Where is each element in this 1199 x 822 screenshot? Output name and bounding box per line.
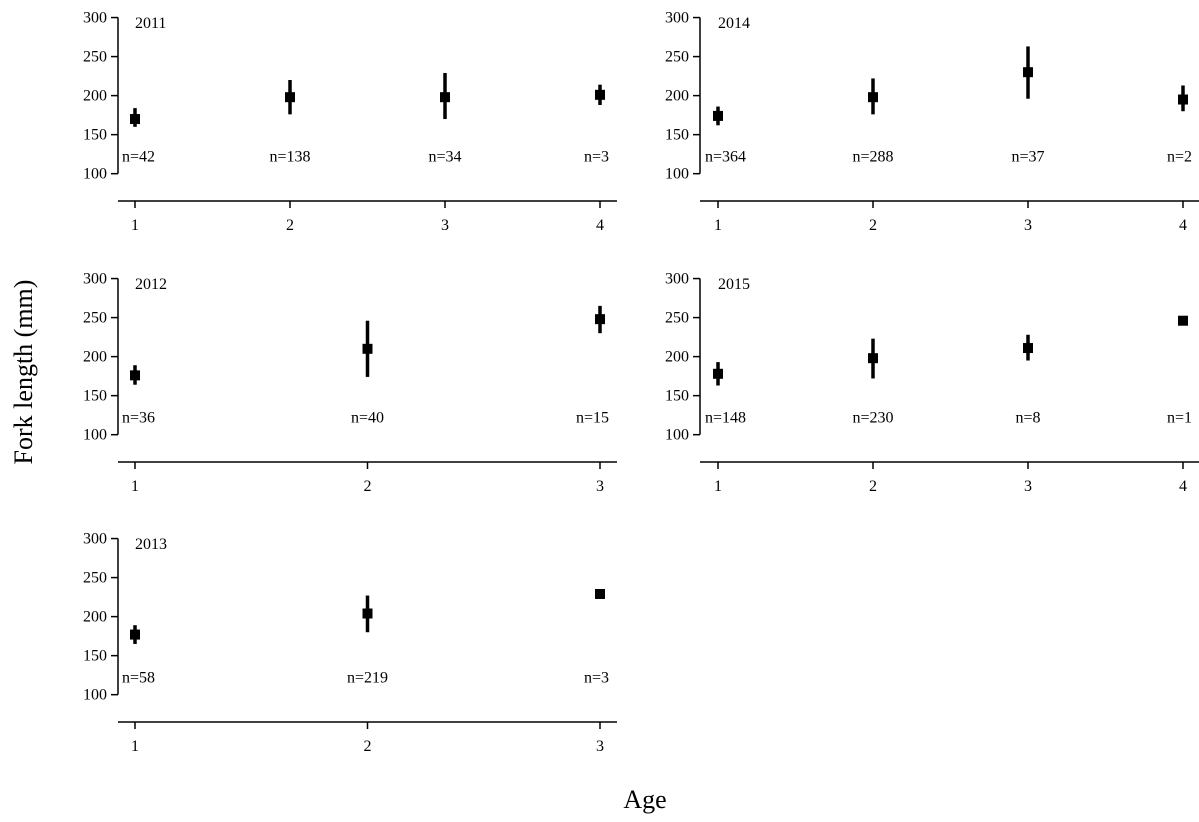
x-tick-label: 2 bbox=[364, 738, 372, 755]
n-label: n=3 bbox=[584, 670, 609, 687]
y-tick-label: 250 bbox=[83, 570, 107, 587]
data-point bbox=[285, 92, 295, 103]
y-tick-label: 300 bbox=[665, 271, 689, 288]
n-label: n=288 bbox=[852, 149, 893, 166]
y-tick-label: 300 bbox=[83, 271, 107, 288]
n-label: n=36 bbox=[122, 410, 155, 427]
n-label: n=40 bbox=[351, 410, 384, 427]
data-point bbox=[713, 368, 723, 379]
x-tick-label: 2 bbox=[286, 217, 294, 234]
x-tick-label: 1 bbox=[714, 478, 722, 495]
y-tick-label: 200 bbox=[83, 609, 107, 626]
x-tick-label: 1 bbox=[131, 478, 139, 495]
data-point bbox=[868, 92, 878, 103]
panel-2012: 100 150 200 250 300 1 2 3 2012 n=36 n=40 n=15 bbox=[83, 271, 617, 495]
y-tick-label: 200 bbox=[83, 349, 107, 366]
x-axis-title: Age bbox=[623, 785, 666, 814]
panel-2015: 100 150 200 250 300 1 2 3 4 2015 n=148 n=230 n=8 n=1 bbox=[665, 271, 1199, 495]
n-label: n=42 bbox=[122, 149, 155, 166]
n-label: n=1 bbox=[1167, 410, 1192, 427]
y-tick-label: 200 bbox=[665, 88, 689, 105]
y-tick-label: 250 bbox=[83, 49, 107, 66]
y-tick-label: 300 bbox=[83, 10, 107, 27]
y-tick-label: 150 bbox=[83, 388, 107, 405]
x-tick-label: 4 bbox=[1179, 217, 1187, 234]
n-label: n=364 bbox=[705, 149, 746, 166]
y-tick-label: 200 bbox=[665, 349, 689, 366]
y-tick-label: 100 bbox=[83, 166, 107, 183]
x-tick-label: 1 bbox=[714, 217, 722, 234]
y-tick-label: 300 bbox=[83, 531, 107, 548]
n-label: n=37 bbox=[1011, 149, 1044, 166]
data-point bbox=[595, 588, 605, 599]
data-point bbox=[1178, 94, 1188, 105]
data-point bbox=[440, 92, 450, 103]
x-tick-label: 2 bbox=[869, 478, 877, 495]
n-label: n=2 bbox=[1167, 149, 1192, 166]
y-tick-label: 100 bbox=[83, 687, 107, 704]
n-label: n=138 bbox=[269, 149, 310, 166]
x-tick-label: 1 bbox=[131, 217, 139, 234]
n-label: n=148 bbox=[705, 410, 746, 427]
y-tick-label: 200 bbox=[83, 88, 107, 105]
y-tick-label: 150 bbox=[665, 127, 689, 144]
n-label: n=58 bbox=[122, 670, 155, 687]
data-point bbox=[713, 110, 723, 121]
data-point bbox=[595, 89, 605, 100]
data-point bbox=[130, 114, 140, 125]
n-label: n=15 bbox=[576, 410, 609, 427]
panel-title: 2011 bbox=[135, 15, 166, 32]
y-tick-label: 100 bbox=[665, 427, 689, 444]
n-label: n=34 bbox=[428, 149, 461, 166]
x-tick-label: 2 bbox=[869, 217, 877, 234]
panel-title: 2015 bbox=[718, 276, 750, 293]
x-tick-label: 1 bbox=[131, 738, 139, 755]
data-point bbox=[868, 353, 878, 364]
data-point bbox=[1178, 315, 1188, 326]
y-tick-label: 150 bbox=[665, 388, 689, 405]
panel-title: 2014 bbox=[718, 15, 750, 32]
n-label: n=8 bbox=[1015, 410, 1040, 427]
y-tick-label: 300 bbox=[665, 10, 689, 27]
panel-2014: 100 150 200 250 300 1 2 3 4 2014 n=364 n=288 n=37 n=2 bbox=[665, 10, 1199, 234]
data-point bbox=[595, 314, 605, 325]
y-axis-title: Fork length (mm) bbox=[9, 280, 38, 465]
y-tick-label: 250 bbox=[665, 310, 689, 327]
y-tick-label: 150 bbox=[83, 127, 107, 144]
x-tick-label: 4 bbox=[596, 217, 604, 234]
y-tick-label: 250 bbox=[83, 310, 107, 327]
data-point bbox=[362, 343, 373, 354]
y-tick-label: 250 bbox=[665, 49, 689, 66]
y-tick-label: 100 bbox=[83, 427, 107, 444]
panel-title: 2012 bbox=[135, 276, 167, 293]
data-point bbox=[1023, 67, 1033, 78]
x-tick-label: 3 bbox=[596, 738, 604, 755]
y-tick-label: 150 bbox=[83, 648, 107, 665]
x-tick-label: 2 bbox=[364, 478, 372, 495]
panel-title: 2013 bbox=[135, 536, 167, 553]
n-label: n=219 bbox=[347, 670, 388, 687]
data-point bbox=[1023, 343, 1033, 354]
n-label: n=230 bbox=[852, 410, 893, 427]
data-point bbox=[130, 629, 140, 640]
x-tick-label: 3 bbox=[441, 217, 449, 234]
panel-2011: 100 150 200 250 300 1 2 3 4 2011 n=42 n=138 n=34 n=3 bbox=[83, 10, 617, 234]
y-tick-label: 100 bbox=[665, 166, 689, 183]
x-tick-label: 3 bbox=[1024, 217, 1032, 234]
data-point bbox=[362, 608, 373, 619]
x-tick-label: 3 bbox=[596, 478, 604, 495]
panel-2013: 100 150 200 250 300 1 2 3 2013 n=58 n=219 n=3 bbox=[83, 531, 617, 755]
n-label: n=3 bbox=[584, 149, 609, 166]
x-tick-label: 3 bbox=[1024, 478, 1032, 495]
x-tick-label: 4 bbox=[1179, 478, 1187, 495]
data-point bbox=[130, 370, 140, 381]
